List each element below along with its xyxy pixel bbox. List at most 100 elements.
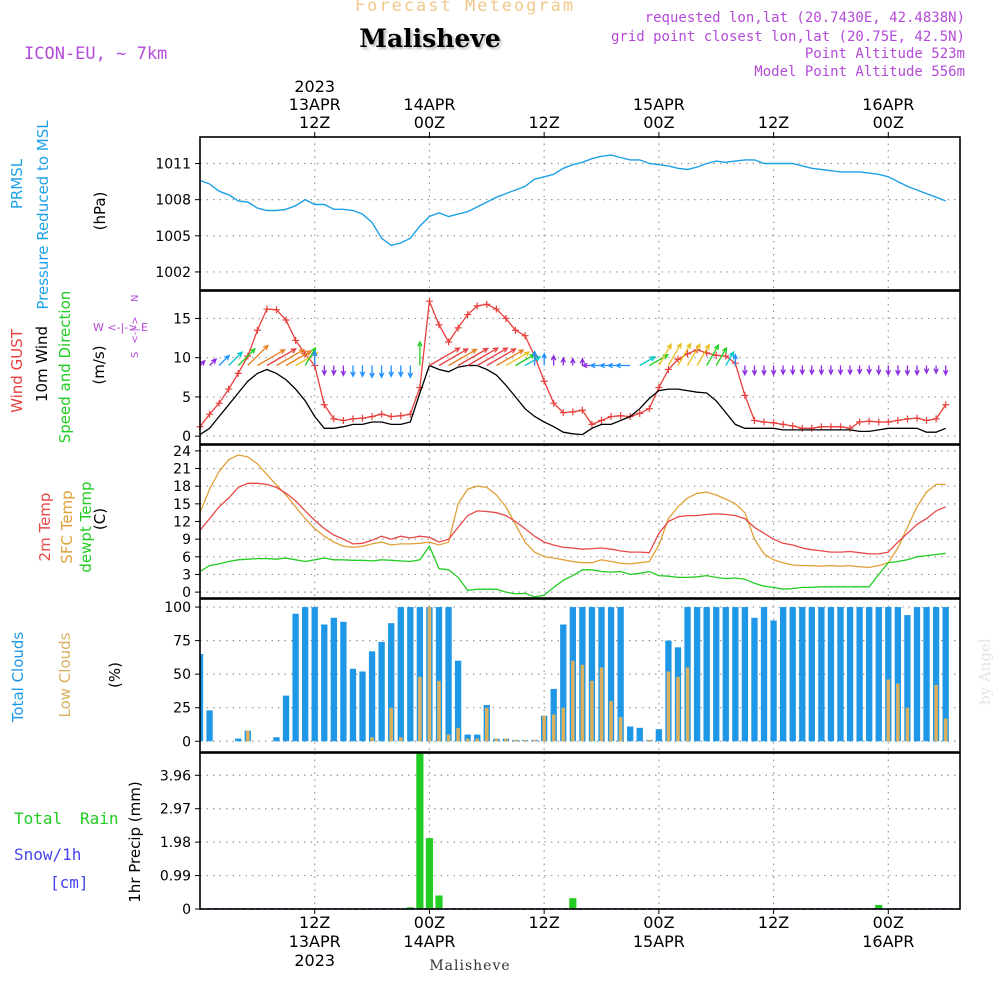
- y-tick-label: 25: [173, 701, 191, 717]
- wind-arrow: [725, 350, 735, 366]
- wind-arrow: [417, 340, 423, 366]
- gust-marker: [378, 410, 386, 418]
- wind-arrow: [311, 350, 318, 366]
- wind-arrow: [570, 357, 576, 366]
- total-cloud-bar: [856, 607, 863, 742]
- rain-bar: [569, 898, 577, 909]
- gust-marker: [827, 423, 835, 431]
- low-cloud-bar: [609, 701, 613, 742]
- wind-compass: N S W <-|-> E <-|->: [93, 295, 148, 358]
- gust-marker: [607, 413, 615, 421]
- wind-arrow: [715, 346, 728, 366]
- gust-marker: [913, 414, 921, 422]
- wind-arrow: [667, 342, 682, 366]
- top-time-label: 12Z: [299, 113, 330, 132]
- product-title: Forecast Meteogram: [354, 0, 576, 16]
- total-cloud-bar: [560, 624, 567, 742]
- wind-arrow: [476, 347, 509, 367]
- total-cloud-bar: [741, 607, 749, 742]
- wind-arrow: [686, 343, 701, 366]
- compass-we: W <-|-> E: [93, 321, 148, 334]
- wind-arrow: [837, 365, 844, 376]
- low-cloud-bar: [484, 707, 489, 742]
- low-cloud-bar: [389, 707, 393, 742]
- rain-bar: [406, 907, 414, 909]
- point-altitude: Point Altitude 523m: [804, 46, 965, 62]
- gust-marker: [569, 408, 577, 416]
- wind-arrow: [914, 365, 920, 377]
- gust-marker: [846, 424, 854, 432]
- gust-marker: [817, 423, 825, 431]
- wind-arrow: [496, 349, 525, 367]
- low-cloud-bar: [618, 717, 623, 742]
- top-time-label: 14APR: [403, 95, 455, 114]
- bottom-time-label: 13APR: [289, 932, 341, 951]
- gust-marker: [368, 413, 376, 421]
- wind-arrow: [218, 354, 231, 366]
- wind-arrow: [276, 348, 306, 367]
- bottom-time-label: 15APR: [633, 932, 685, 951]
- gust-marker: [215, 399, 223, 407]
- total-cloud-bar: [235, 738, 242, 742]
- wind-arrow: [257, 348, 286, 367]
- gust-marker: [875, 418, 883, 426]
- gust-marker: [808, 424, 816, 432]
- total-cloud-bar: [837, 607, 844, 742]
- gust-marker: [473, 302, 481, 310]
- gust-marker: [540, 377, 548, 385]
- wind-line: [199, 364, 946, 436]
- rain-bar: [435, 895, 443, 909]
- low-cloud-bar: [896, 683, 900, 742]
- wind-arrow: [751, 365, 758, 377]
- total-cloud-bar: [846, 607, 854, 742]
- wind-arrow: [505, 351, 531, 367]
- wind-arrow: [457, 347, 489, 367]
- total-cloud-bar: [894, 607, 902, 742]
- total-cloud-bar: [818, 607, 825, 742]
- wind-arrow: [359, 365, 366, 378]
- location-title: Malisheve: [359, 24, 501, 53]
- gust-marker: [664, 365, 672, 373]
- gust-marker: [923, 416, 931, 424]
- low-cloud-bar: [571, 660, 575, 742]
- top-time-label: 16APR: [862, 95, 914, 114]
- total-cloud-bar: [435, 607, 443, 742]
- gust-marker: [894, 416, 902, 424]
- wind-arrow: [524, 356, 542, 367]
- gust-marker: [263, 305, 271, 313]
- total-cloud-bar: [368, 651, 376, 742]
- compass-s: S: [130, 352, 141, 358]
- bottom-time-label: 14APR: [403, 932, 455, 951]
- wind-arrow: [904, 365, 911, 377]
- top-time-label: 12Z: [528, 113, 559, 132]
- wind-arrow: [467, 347, 500, 367]
- low-cloud-bar: [245, 730, 250, 742]
- gust-marker: [932, 415, 940, 423]
- total-cloud-bar: [588, 607, 596, 742]
- gust-marker: [320, 401, 328, 409]
- y-tick-label: 24: [173, 444, 191, 460]
- wind-arrow: [799, 365, 805, 376]
- y-tick-label: 3.96: [160, 768, 191, 784]
- y-tick-label: 15: [173, 311, 191, 327]
- total-cloud-bar: [808, 607, 815, 742]
- bottom-time-label: 12Z: [528, 913, 559, 932]
- wind-arrow: [658, 343, 672, 366]
- total-cloud-bar: [693, 607, 701, 742]
- low-cloud-bar: [666, 671, 671, 742]
- wind-arrow: [809, 365, 815, 376]
- top-time-label: 00Z: [643, 113, 674, 132]
- wind-arrow: [866, 365, 872, 375]
- compass-ns: <-|->: [130, 316, 141, 343]
- wind-arrow: [350, 365, 356, 378]
- total-cloud-bar: [760, 607, 768, 742]
- model-altitude: Model Point Altitude 556m: [754, 64, 965, 80]
- rain-bar: [875, 904, 883, 909]
- gust-marker: [292, 336, 300, 344]
- wind-arrow: [247, 344, 269, 366]
- gust-marker: [722, 352, 730, 360]
- low-cloud-bar: [676, 676, 680, 742]
- y-tick-label: 0.99: [160, 869, 191, 885]
- gust-marker: [636, 409, 644, 417]
